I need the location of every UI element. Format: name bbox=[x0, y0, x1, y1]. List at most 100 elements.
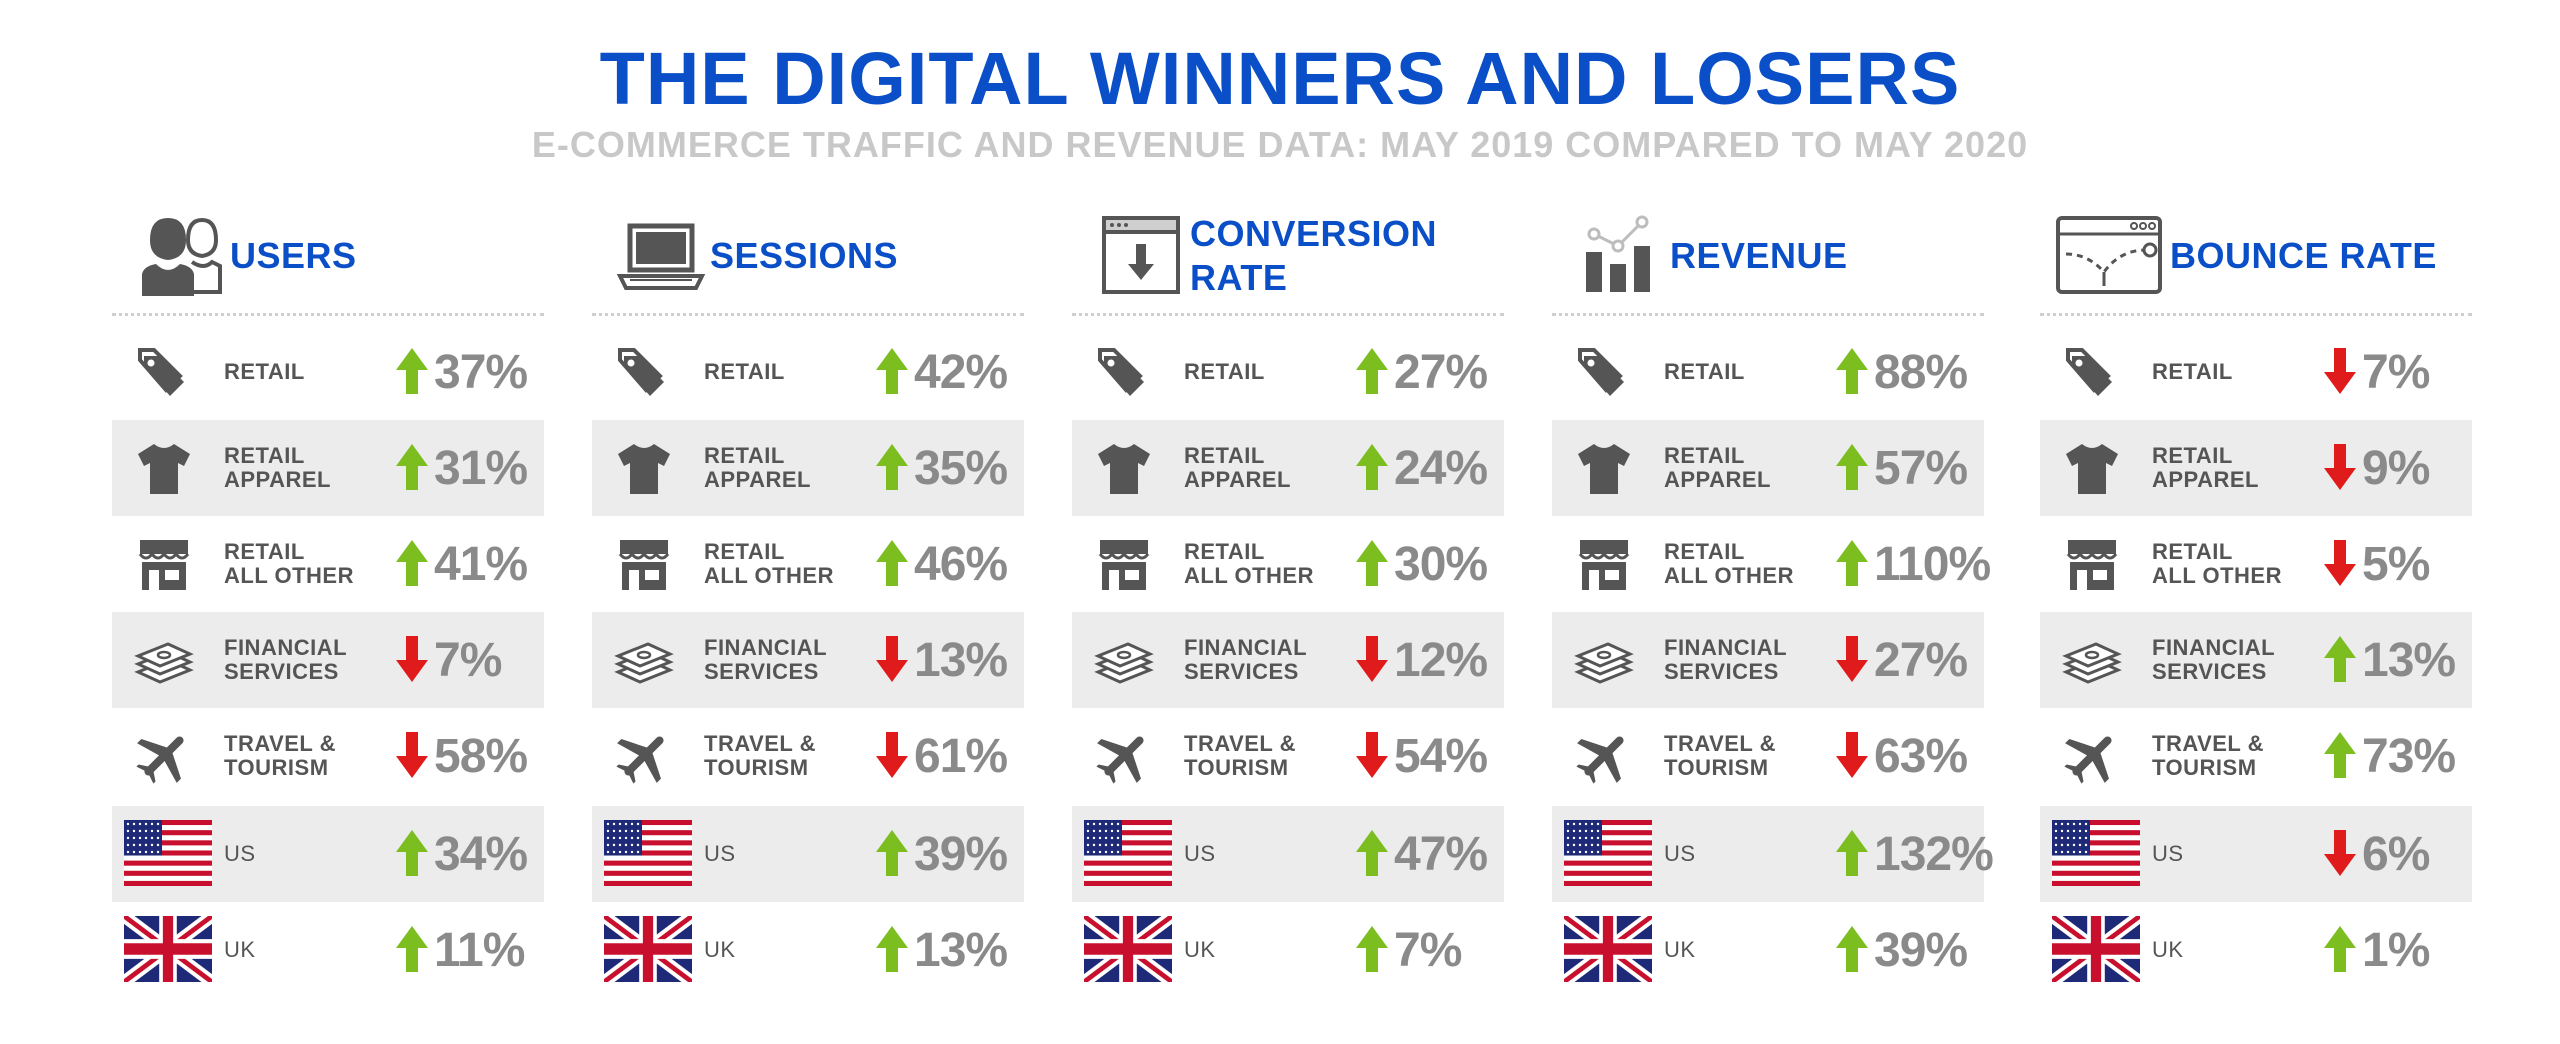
arrow-up-icon bbox=[394, 346, 430, 396]
row-label: FINANCIAL SERVICES bbox=[1664, 635, 1788, 684]
table-row: RETAIL APPAREL 57% bbox=[1552, 420, 1984, 516]
table-row: UK 13% bbox=[592, 902, 1024, 998]
arrow-down-icon bbox=[394, 634, 430, 684]
airplane-icon bbox=[614, 728, 674, 784]
arrow-down-icon bbox=[874, 730, 910, 780]
arrow-down-icon bbox=[2322, 828, 2358, 878]
tshirt-icon bbox=[134, 440, 194, 496]
table-row: FINANCIAL SERVICES 13% bbox=[592, 612, 1024, 708]
arrow-down-icon bbox=[2322, 346, 2358, 396]
arrow-down-icon bbox=[874, 634, 910, 684]
arrow-up-icon bbox=[874, 828, 910, 878]
table-row: US 132% bbox=[1552, 806, 1994, 902]
table-row: RETAIL ALL OTHER 30% bbox=[1072, 516, 1504, 612]
arrow-up-icon bbox=[874, 346, 910, 396]
percent-change-value: 31% bbox=[434, 441, 528, 495]
row-label: TRAVEL & TOURISM bbox=[224, 731, 336, 780]
row-label: UK bbox=[224, 937, 256, 962]
metric-title: BOUNCE RATE bbox=[2170, 235, 2437, 276]
metric-header: CONVERSION RATE bbox=[1072, 196, 1504, 316]
row-label: RETAIL bbox=[1664, 359, 1745, 384]
arrow-down-icon bbox=[1834, 634, 1870, 684]
metric-header: USERS bbox=[112, 196, 544, 316]
percent-change-value: 13% bbox=[914, 923, 1008, 977]
row-label: UK bbox=[1184, 937, 1216, 962]
row-label: UK bbox=[1664, 937, 1696, 962]
arrow-down-icon bbox=[1354, 634, 1390, 684]
row-label: RETAIL APPAREL bbox=[1184, 443, 1291, 492]
table-row: RETAIL ALL OTHER 46% bbox=[592, 516, 1024, 612]
page-subtitle: E-COMMERCE TRAFFIC AND REVENUE DATA: MAY… bbox=[531, 124, 2029, 165]
row-label: FINANCIAL SERVICES bbox=[1184, 635, 1308, 684]
row-label: FINANCIAL SERVICES bbox=[2152, 635, 2276, 684]
uk-flag-icon bbox=[600, 910, 696, 988]
row-label: US bbox=[1664, 841, 1696, 866]
row-label: UK bbox=[2152, 937, 2184, 962]
percent-change-value: 7% bbox=[434, 633, 502, 687]
table-row: US 6% bbox=[2040, 806, 2472, 902]
percent-change-value: 5% bbox=[2362, 537, 2430, 591]
table-row: RETAIL 88% bbox=[1552, 324, 1984, 420]
row-label: RETAIL APPAREL bbox=[2152, 443, 2259, 492]
uk-flag-icon bbox=[2048, 910, 2144, 988]
percent-change-value: 11% bbox=[434, 923, 525, 977]
arrow-up-icon bbox=[1354, 828, 1390, 878]
storefront-icon bbox=[2062, 536, 2122, 592]
row-label: TRAVEL & TOURISM bbox=[704, 731, 816, 780]
row-label: FINANCIAL SERVICES bbox=[704, 635, 828, 684]
airplane-icon bbox=[1094, 728, 1154, 784]
row-label: RETAIL ALL OTHER bbox=[704, 539, 834, 588]
row-label: RETAIL bbox=[224, 359, 305, 384]
uk-flag-icon bbox=[120, 910, 216, 988]
money-stack-icon bbox=[614, 632, 674, 688]
percent-change-value: 13% bbox=[2362, 633, 2456, 687]
table-row: US 34% bbox=[112, 806, 544, 902]
row-label: RETAIL ALL OTHER bbox=[224, 539, 354, 588]
percent-change-value: 12% bbox=[1394, 633, 1488, 687]
table-row: RETAIL 42% bbox=[592, 324, 1024, 420]
download-window-icon bbox=[1096, 210, 1186, 300]
us-flag-icon bbox=[1564, 820, 1652, 887]
uk-flag-icon bbox=[1560, 910, 1656, 988]
percent-change-value: 47% bbox=[1394, 827, 1488, 881]
percent-change-value: 24% bbox=[1394, 441, 1488, 495]
percent-change-value: 61% bbox=[914, 729, 1008, 783]
metric-header: SESSIONS bbox=[592, 196, 1024, 316]
percent-change-value: 110% bbox=[1874, 537, 1991, 591]
percent-change-value: 58% bbox=[434, 729, 528, 783]
percent-change-value: 9% bbox=[2362, 441, 2430, 495]
tag-icon bbox=[2062, 344, 2122, 400]
airplane-icon bbox=[1574, 728, 1634, 784]
arrow-up-icon bbox=[1354, 538, 1390, 588]
arrow-up-icon bbox=[1834, 828, 1870, 878]
arrow-down-icon bbox=[394, 730, 430, 780]
money-stack-icon bbox=[1574, 632, 1634, 688]
metric-title: USERS bbox=[230, 235, 357, 276]
money-stack-icon bbox=[2062, 632, 2122, 688]
row-label: RETAIL bbox=[704, 359, 785, 384]
table-row: RETAIL ALL OTHER 41% bbox=[112, 516, 544, 612]
table-row: FINANCIAL SERVICES 13% bbox=[2040, 612, 2472, 708]
arrow-down-icon bbox=[2322, 538, 2358, 588]
percent-change-value: 37% bbox=[434, 345, 528, 399]
table-row: FINANCIAL SERVICES 12% bbox=[1072, 612, 1504, 708]
table-row: UK 11% bbox=[112, 902, 544, 998]
row-label: US bbox=[224, 841, 256, 866]
arrow-up-icon bbox=[1354, 924, 1390, 974]
row-label: RETAIL APPAREL bbox=[224, 443, 331, 492]
percent-change-value: 6% bbox=[2362, 827, 2430, 881]
percent-change-value: 57% bbox=[1874, 441, 1968, 495]
percent-change-value: 1% bbox=[2362, 923, 2430, 977]
table-row: RETAIL ALL OTHER 5% bbox=[2040, 516, 2472, 612]
arrow-up-icon bbox=[1834, 346, 1870, 396]
us-flag-icon bbox=[124, 820, 212, 887]
metric-rows: RETAIL 7% RETAIL APPAREL 9% RETAIL ALL OTH… bbox=[2040, 316, 2472, 996]
percent-change-value: 73% bbox=[2362, 729, 2456, 783]
tag-icon bbox=[1094, 344, 1154, 400]
row-label: US bbox=[2152, 841, 2184, 866]
metric-title: REVENUE bbox=[1670, 235, 1848, 276]
tshirt-icon bbox=[614, 440, 674, 496]
table-row: UK 1% bbox=[2040, 902, 2472, 998]
metric-panel-revenue: REVENUE RETAIL 88% RETAIL APPAREL 57% RETA… bbox=[1552, 196, 1994, 996]
percent-change-value: 39% bbox=[914, 827, 1008, 881]
